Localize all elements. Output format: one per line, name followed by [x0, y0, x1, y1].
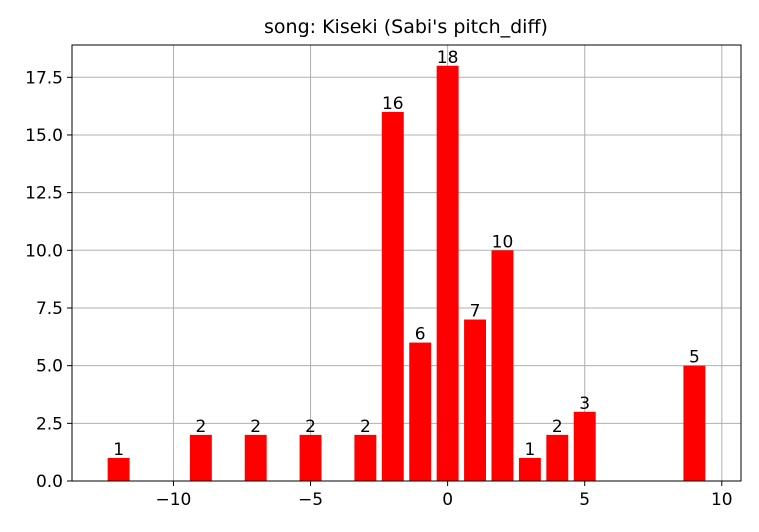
bar-value-label: 2	[250, 417, 261, 437]
bar-value-label: 1	[113, 440, 124, 460]
bar	[107, 457, 130, 481]
bar-value-label: 2	[305, 417, 316, 437]
y-tick-label: 5.0	[36, 357, 63, 377]
bar-value-label: 3	[579, 394, 590, 414]
bar	[518, 457, 541, 481]
bar-value-label: 6	[415, 325, 426, 345]
bar	[491, 250, 514, 481]
bars	[107, 65, 706, 481]
bar-value-label: 5	[689, 348, 700, 368]
bar	[573, 411, 596, 481]
y-tick-label: 0.0	[36, 472, 63, 492]
y-tick-label: 15.0	[25, 126, 63, 146]
bar-value-label: 10	[492, 232, 514, 252]
bar-value-label: 18	[437, 48, 459, 68]
x-axis-ticks: −10 −5 0 5 10	[156, 481, 733, 510]
bar	[244, 434, 267, 481]
y-tick-label: 10.0	[25, 241, 63, 261]
y-tick-label: 2.5	[36, 414, 63, 434]
bar	[189, 434, 212, 481]
bar-value-label: 2	[552, 417, 563, 437]
bar-value-label: 1	[524, 440, 535, 460]
x-tick-label: 5	[579, 490, 590, 510]
bar	[409, 342, 432, 481]
bar	[299, 434, 322, 481]
plot-frame	[71, 44, 742, 482]
x-tick-label: −10	[156, 490, 192, 510]
y-tick-label: 17.5	[25, 68, 63, 88]
bar-value-label: 2	[360, 417, 371, 437]
bar	[381, 111, 404, 481]
bar	[436, 65, 459, 481]
bar-value-label: 2	[195, 417, 206, 437]
x-tick-label: −5	[298, 490, 323, 510]
y-axis-ticks: 0.0 2.5 5.0 7.5 10.0 12.5 15.0 17.5	[25, 68, 72, 492]
bar	[354, 434, 377, 481]
bar	[683, 365, 706, 481]
x-tick-label: 0	[442, 490, 453, 510]
bar-value-label: 16	[382, 94, 404, 114]
y-tick-label: 7.5	[36, 299, 63, 319]
chart-title: song: Kiseki (Sabi's pitch_diff)	[264, 16, 548, 38]
bar	[546, 434, 569, 481]
grid	[72, 45, 741, 482]
x-tick-label: 10	[711, 490, 733, 510]
bar	[464, 319, 487, 481]
bar-value-label: 7	[470, 302, 481, 322]
y-tick-label: 12.5	[25, 184, 63, 204]
